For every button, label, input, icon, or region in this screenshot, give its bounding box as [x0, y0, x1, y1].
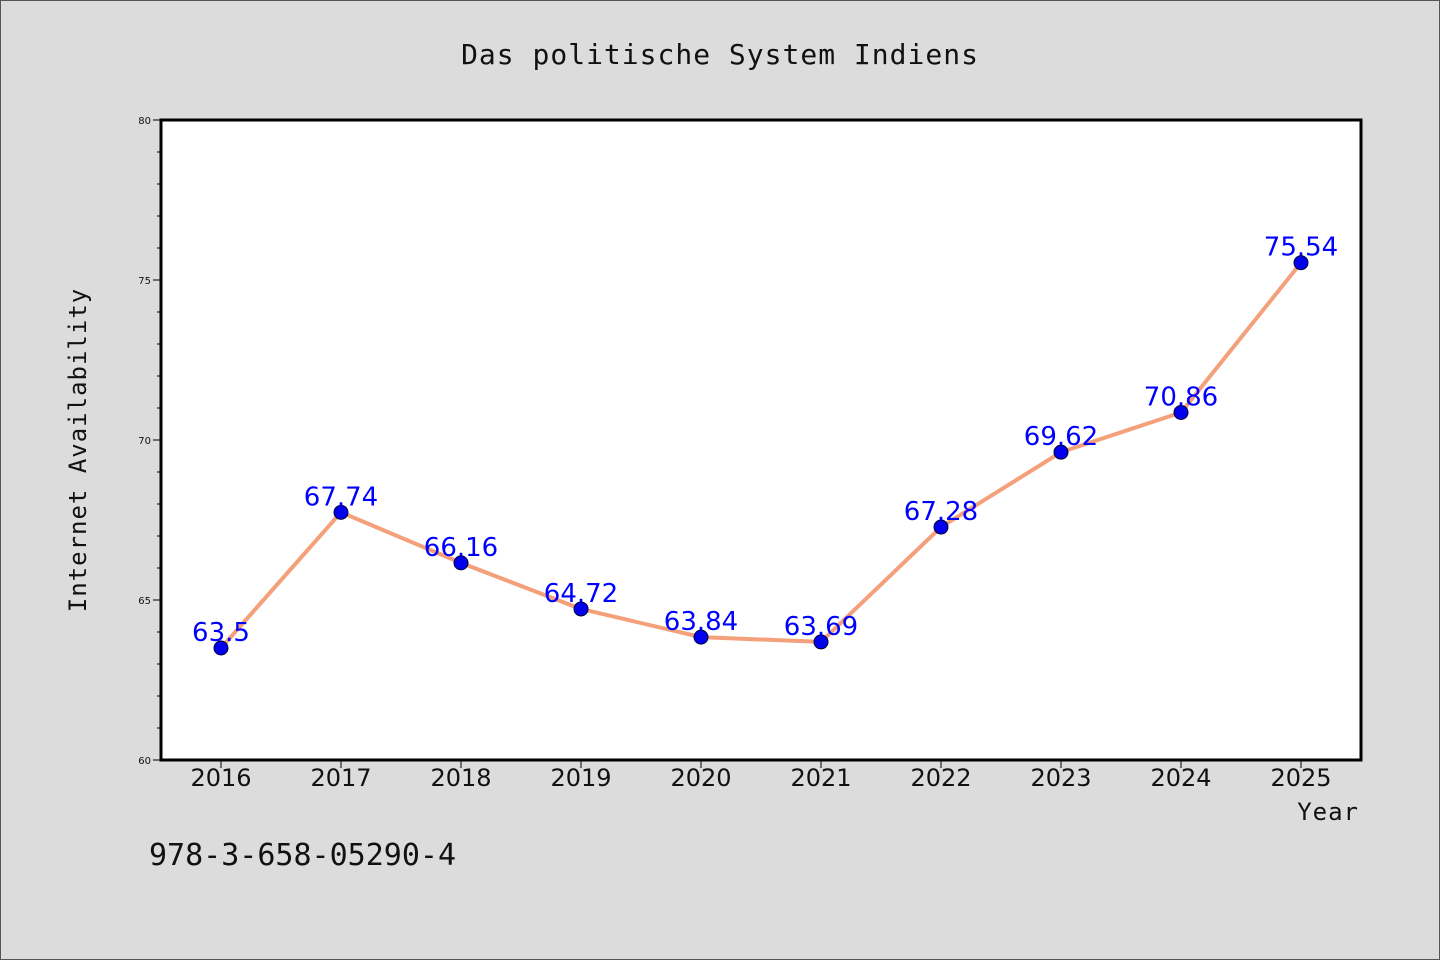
- data-point: [333, 504, 349, 520]
- data-point: [453, 555, 469, 571]
- x-tick-label: 2018: [430, 764, 491, 792]
- data-point: [813, 634, 829, 650]
- y-tick-label: 75: [138, 276, 151, 287]
- x-tick-label: 2024: [1150, 764, 1211, 792]
- y-tick-label: 70: [138, 436, 151, 447]
- y-tick-label: 65: [138, 596, 151, 607]
- data-label: 63.69: [784, 612, 858, 642]
- y-tick-label: 60: [138, 756, 151, 767]
- series-line: [219, 260, 1303, 650]
- data-point: [1053, 444, 1069, 460]
- data-labels: 63.5 67.74 66.16 64.72 63.84 63.69 67.28 69.62 7…: [192, 233, 1338, 648]
- series-layer: [213, 255, 1309, 656]
- y-axis-title: Internet Availability: [64, 288, 92, 612]
- data-point: [1293, 255, 1309, 271]
- x-axis: 2016 2017 2018 2019 2020 2021 2022 2023 2024 2025: [190, 760, 1332, 792]
- data-point: [933, 519, 949, 535]
- data-label: 63.84: [664, 607, 738, 637]
- data-point: [213, 640, 229, 656]
- x-tick-label: 2025: [1270, 764, 1331, 792]
- data-label: 67.74: [304, 482, 378, 512]
- data-label: 63.5: [192, 618, 250, 648]
- data-label: 75.54: [1264, 233, 1338, 263]
- data-label: 64.72: [544, 579, 618, 609]
- data-label: 70.86: [1144, 382, 1218, 412]
- x-tick-label: 2019: [550, 764, 611, 792]
- x-tick-label: 2020: [670, 764, 731, 792]
- data-point: [1173, 404, 1189, 420]
- x-tick-label: 2016: [190, 764, 251, 792]
- x-tick-label: 2022: [910, 764, 971, 792]
- data-point: [693, 629, 709, 645]
- data-label: 69.62: [1024, 422, 1098, 452]
- plot-area: [159, 118, 1363, 762]
- data-point: [573, 601, 589, 617]
- x-tick-label: 2021: [790, 764, 851, 792]
- x-tick-label: 2017: [310, 764, 371, 792]
- chart-title: Das politische System Indiens: [461, 38, 979, 71]
- y-axis: 60 65 70 75 80: [138, 116, 161, 767]
- y-tick-label: 80: [138, 116, 151, 127]
- data-label: 67.28: [904, 497, 978, 527]
- data-label: 66.16: [424, 533, 498, 563]
- footnote-isbn: 978-3-658-05290-4: [149, 838, 456, 873]
- x-axis-title: Year: [1297, 798, 1359, 826]
- x-tick-label: 2023: [1030, 764, 1091, 792]
